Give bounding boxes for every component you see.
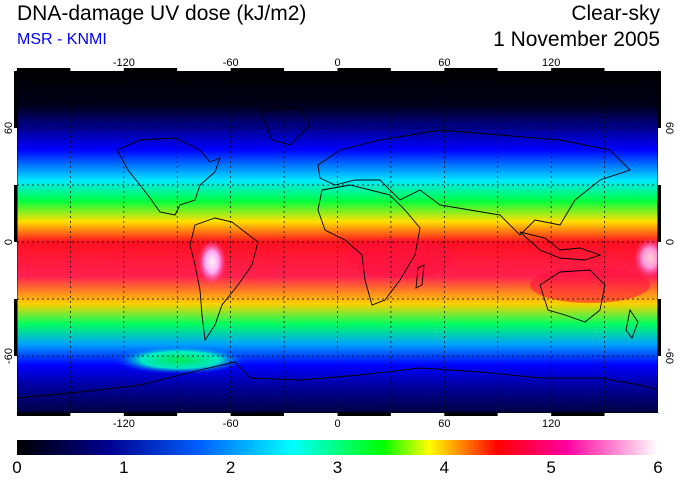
latitude-tick-label: -60: [3, 348, 15, 364]
frame-bar-segment: [551, 413, 605, 416]
map-subtitle: MSR - KNMI: [17, 31, 107, 48]
colorbar-tick-label: 5: [546, 458, 556, 477]
longitude-tick-label: -60: [223, 57, 239, 69]
antarctica-coastline: [17, 361, 658, 399]
longitude-tick-label: 60: [438, 418, 450, 430]
frame-bar-segment: [177, 413, 231, 416]
frame-bar-segment: [17, 68, 71, 71]
colorbar-tick-label: 1: [119, 458, 129, 477]
frame-bar-segment: [230, 413, 285, 416]
frame-bar-segment: [17, 413, 71, 416]
map-date: 1 November 2005: [493, 28, 660, 51]
colorbar: [17, 440, 658, 455]
north-america-coastline: [116, 137, 221, 216]
frame-bar-segment: [14, 128, 17, 185]
africa-coastline: [317, 184, 421, 306]
frame-bar-segment: [658, 185, 661, 242]
frame-bar-segment: [658, 242, 661, 299]
longitude-tick-label: -120: [113, 57, 135, 69]
frame-bar-segment: [604, 68, 658, 71]
frame-bar-segment: [14, 71, 17, 128]
frame-bar-segment: [658, 71, 661, 128]
latitude-tick-label: 0: [663, 239, 675, 245]
longitude-tick-label: -120: [113, 418, 135, 430]
colorbar-tick-label: 0: [12, 458, 22, 477]
latitude-tick-label: 60: [663, 122, 675, 134]
frame-bar-segment: [14, 356, 17, 413]
frame-bar-segment: [658, 128, 661, 185]
graticule-lines: [17, 71, 658, 413]
frame-bar-segment: [604, 413, 658, 416]
new-zealand-coastline: [625, 308, 639, 339]
frame-bar-segment: [14, 242, 17, 299]
longitude-tick-label: -60: [223, 418, 239, 430]
frame-bar-segment: [70, 413, 124, 416]
australia-coastline: [539, 269, 606, 323]
frame-bar-segment: [551, 68, 605, 71]
sky-condition-label: Clear-sky: [571, 2, 660, 25]
colorbar-tick-label: 4: [439, 458, 450, 477]
frame-bar-segment: [444, 413, 498, 416]
frame-bar-segment: [284, 68, 338, 71]
longitude-tick-label: 0: [334, 57, 340, 69]
frame-tick-marks: [14, 68, 661, 416]
frame-bar-segment: [177, 68, 231, 71]
coastline-layer: [17, 107, 658, 399]
latitude-tick-label: 60: [3, 122, 15, 134]
longitude-tick-label: 120: [542, 418, 560, 430]
frame-bar-segment: [230, 68, 285, 71]
frame-bar-segment: [337, 68, 391, 71]
south-america-coastline: [189, 217, 259, 342]
frame-bar-segment: [497, 68, 552, 71]
latitude-tick-label: 0: [3, 239, 15, 245]
frame-bar-segment: [123, 68, 178, 71]
frame-bar-segment: [390, 68, 445, 71]
indonesia-coastline: [519, 231, 602, 261]
longitude-tick-label: 60: [438, 57, 450, 69]
frame-bar-segment: [70, 68, 124, 71]
frame-bar-segment: [658, 356, 661, 413]
eurasia-coastline: [317, 129, 631, 236]
longitude-tick-label: 120: [542, 57, 560, 69]
frame-bar-segment: [14, 185, 17, 242]
frame-bar-segment: [123, 413, 178, 416]
greenland-coastline: [259, 107, 311, 146]
frame-bar-segment: [390, 413, 445, 416]
longitude-tick-label: 0: [334, 418, 340, 430]
colorbar-tick-label: 2: [225, 458, 236, 477]
frame-bar-segment: [497, 413, 552, 416]
frame-bar-segment: [284, 413, 338, 416]
map-title: DNA-damage UV dose (kJ/m2): [17, 2, 307, 25]
frame-bar-segment: [444, 68, 498, 71]
frame-bar-segment: [337, 413, 391, 416]
frame-bar-segment: [658, 299, 661, 356]
colorbar-tick-label: 3: [332, 458, 343, 477]
colorbar-tick-label: 6: [653, 458, 663, 477]
latitude-tick-label: -60: [663, 348, 675, 364]
madagascar-coastline: [415, 264, 425, 289]
frame-bar-segment: [14, 299, 17, 356]
